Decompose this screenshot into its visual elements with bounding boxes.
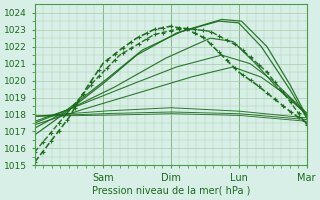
X-axis label: Pression niveau de la mer( hPa ): Pression niveau de la mer( hPa ) [92,186,250,196]
